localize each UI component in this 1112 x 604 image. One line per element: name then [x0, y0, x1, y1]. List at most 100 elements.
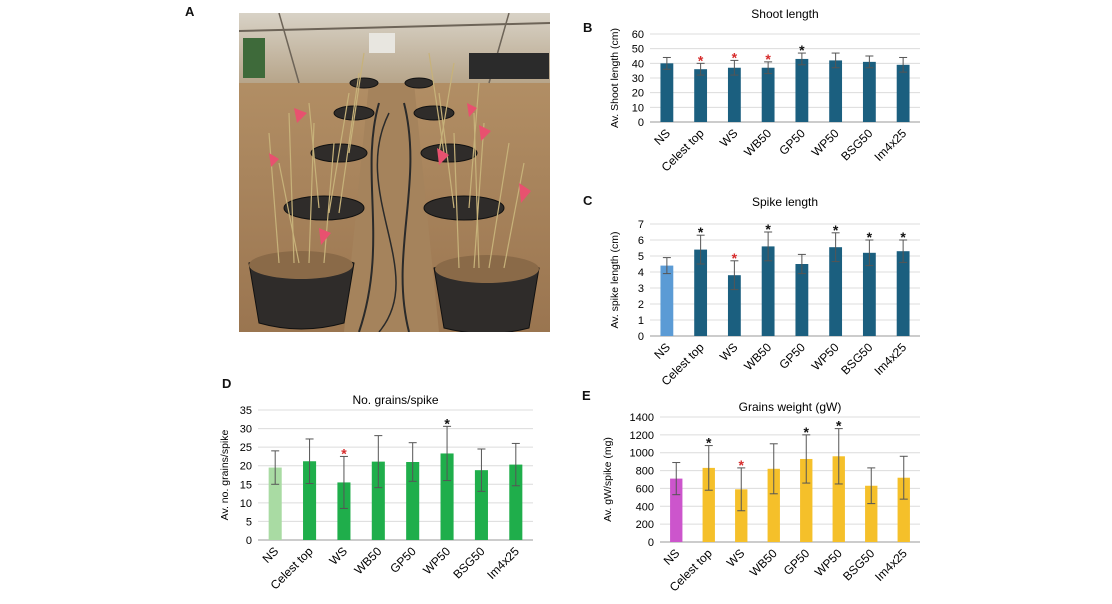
category-label: Im4x25 [872, 126, 910, 164]
y-tick-label: 50 [632, 44, 644, 56]
greenhouse-plants-photo [239, 13, 550, 332]
bar [727, 275, 741, 336]
y-axis-label: Av. spike length (cm) [609, 231, 621, 328]
category-label: WP50 [809, 340, 842, 373]
y-tick-label: 40 [632, 58, 644, 70]
chart-title: No. grains/spike [352, 393, 438, 407]
significance-marker: * [765, 51, 771, 67]
panel-letter-d: D [222, 376, 232, 391]
bar [509, 464, 523, 540]
category-label: GP50 [776, 340, 808, 372]
panel-letter-a: A [185, 4, 195, 19]
significance-marker: * [698, 224, 704, 240]
bar [761, 67, 775, 122]
y-tick-label: 20 [240, 461, 252, 473]
category-label: WS [717, 340, 741, 364]
y-tick-label: 1000 [630, 448, 654, 460]
bar [795, 58, 809, 122]
y-tick-label: 0 [638, 117, 644, 129]
significance-marker: * [732, 250, 738, 266]
bar [896, 251, 910, 336]
significance-marker: * [706, 435, 712, 451]
y-tick-label: 25 [240, 442, 252, 454]
bar [727, 67, 741, 122]
significance-marker: * [732, 49, 738, 65]
bar [694, 69, 708, 122]
y-tick-label: 35 [240, 405, 252, 417]
significance-marker: * [804, 424, 810, 440]
y-axis-label: Av. no. grains/spike [219, 430, 231, 521]
category-label: WS [326, 544, 350, 568]
bar [337, 482, 351, 540]
significance-marker: * [799, 42, 805, 58]
category-label: WP50 [420, 544, 453, 577]
bar [735, 489, 748, 542]
bar [702, 467, 715, 542]
panel-letter-c: C [583, 193, 593, 208]
category-label: NS [651, 340, 673, 362]
bar [795, 264, 809, 336]
significance-marker: * [900, 229, 906, 245]
y-tick-label: 15 [240, 479, 252, 491]
category-label: Im4x25 [484, 544, 522, 582]
y-tick-label: 5 [246, 516, 252, 528]
chart-title: Grains weight (gW) [739, 400, 842, 414]
bar [865, 485, 878, 542]
significance-marker: * [867, 229, 873, 245]
significance-marker: * [836, 418, 842, 434]
y-tick-label: 600 [636, 483, 654, 495]
bar [767, 468, 780, 542]
bar [694, 249, 708, 336]
y-tick-label: 2 [638, 299, 644, 311]
y-tick-label: 0 [648, 537, 654, 549]
category-label: WS [717, 126, 741, 150]
bar [896, 64, 910, 122]
y-tick-label: 3 [638, 283, 644, 295]
bar [897, 477, 910, 542]
bar [268, 467, 282, 540]
category-label: WB50 [351, 544, 384, 577]
y-tick-label: 6 [638, 235, 644, 247]
chart-title: Spike length [752, 195, 818, 209]
significance-marker: * [698, 52, 704, 68]
bar [660, 63, 674, 122]
category-label: BSG50 [450, 544, 487, 581]
panel-letter-b: B [583, 20, 593, 35]
y-tick-label: 1 [638, 315, 644, 327]
y-tick-label: 20 [632, 88, 644, 100]
bar [660, 265, 674, 336]
y-tick-label: 1200 [630, 430, 654, 442]
y-tick-label: 0 [638, 331, 644, 343]
y-tick-label: 0 [246, 535, 252, 547]
y-tick-label: 60 [632, 29, 644, 41]
bar [829, 247, 843, 336]
category-label: WB50 [741, 340, 774, 373]
category-label: WP50 [809, 126, 842, 159]
grains-weight-chart: Grains weight (gW) Av. gW/spike (mg) 0 200 4… [602, 400, 920, 594]
category-label: Im4x25 [872, 340, 910, 378]
bar [474, 470, 488, 540]
bar [371, 461, 385, 540]
y-tick-label: 5 [638, 251, 644, 263]
category-label: WB50 [741, 126, 774, 159]
category-label: GP50 [387, 544, 419, 576]
chart-title: Shoot length [751, 7, 818, 21]
category-label: NS [661, 546, 683, 568]
grains-per-spike-chart: No. grains/spike Av. no. grains/spike 0 5 10… [219, 393, 533, 592]
bar [862, 252, 876, 336]
category-label: NS [651, 126, 673, 148]
category-label: NS [260, 544, 282, 566]
significance-marker: * [341, 445, 347, 461]
category-label: BSG50 [838, 126, 875, 163]
bar [761, 246, 775, 336]
category-label: WB50 [747, 546, 780, 579]
bar [303, 461, 317, 540]
y-tick-label: 800 [636, 466, 654, 478]
category-label: GP50 [781, 546, 813, 578]
spike-length-chart: Spike length Av. spike length (cm) 0 1 2 3 4 5 6… [609, 195, 920, 388]
y-tick-label: 200 [636, 519, 654, 531]
y-tick-label: 10 [240, 498, 252, 510]
significance-marker: * [833, 222, 839, 238]
category-label: Im4x25 [872, 546, 910, 584]
y-tick-label: 10 [632, 102, 644, 114]
